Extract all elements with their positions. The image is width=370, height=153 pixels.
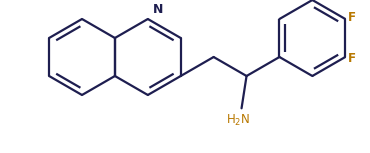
Text: N: N [153, 3, 163, 16]
Text: F: F [348, 11, 356, 24]
Text: H$_2$N: H$_2$N [226, 113, 250, 128]
Text: F: F [348, 52, 356, 65]
